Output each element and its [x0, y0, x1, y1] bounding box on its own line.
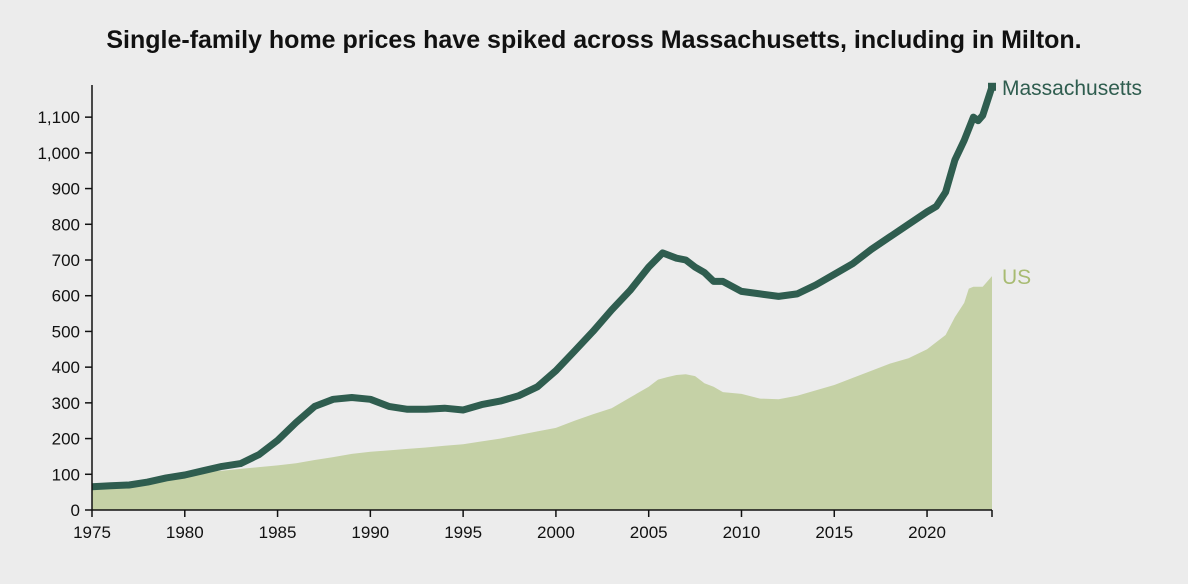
y-tick-label: 300: [52, 394, 80, 413]
series-area-us: [92, 276, 992, 510]
axes-layer: 0 100 200 300 400 500 600 700 800 900 1,000 1,100 19…: [37, 85, 993, 542]
y-tick-label: 0: [71, 501, 80, 520]
chart-title: Single-family home prices have spiked ac…: [106, 26, 1082, 54]
area-layer: [92, 276, 992, 510]
y-tick-label: 600: [52, 287, 80, 306]
series-label-layer: Massachusetts US: [1002, 77, 1142, 289]
y-tick-label: 700: [52, 251, 80, 270]
x-tick-label: 1995: [444, 523, 482, 542]
x-tick-label: 1975: [73, 523, 111, 542]
x-tick-label: 2005: [630, 523, 668, 542]
x-tick-label: 1985: [259, 523, 297, 542]
y-tick-label: 900: [52, 180, 80, 199]
x-tick-label: 2010: [723, 523, 761, 542]
x-tick-label: 2020: [908, 523, 946, 542]
series-endpoint-massachusetts: [988, 82, 996, 91]
x-tick-label: 2000: [537, 523, 575, 542]
y-tick-label: 100: [52, 465, 80, 484]
y-tick-label: 1,100: [37, 108, 80, 127]
series-label-us: US: [1002, 266, 1031, 289]
y-tick-label: 1,000: [37, 144, 80, 163]
line-layer: [91, 82, 996, 491]
y-tick-label: 500: [52, 322, 80, 341]
y-tick-label: 200: [52, 430, 80, 449]
x-tick-label: 2015: [815, 523, 853, 542]
series-line-massachusetts: [91, 85, 996, 491]
x-tick-label: 1980: [166, 523, 204, 542]
series-label-massachusetts: Massachusetts: [1002, 77, 1142, 100]
y-tick-label: 800: [52, 215, 80, 234]
x-tick-label: 1990: [351, 523, 389, 542]
y-tick-label: 400: [52, 358, 80, 377]
